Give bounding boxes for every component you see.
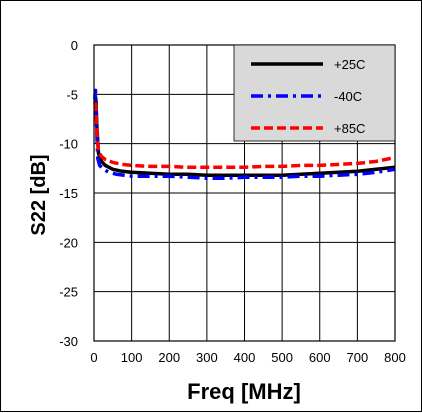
legend-box [233,44,396,142]
y-tick-label: -15 [59,186,78,201]
x-tick-labels: 0 100 200 300 400 500 600 700 800 [90,350,405,365]
series-line [93,88,396,180]
y-tick-label: 0 [71,38,78,53]
x-tick-label: 200 [158,350,180,365]
y-tick-labels: 0 -5 -10 -15 -20 -25 -30 [59,38,78,349]
x-tick-label: 800 [384,350,406,365]
series-line [93,101,396,170]
legend-label-85c: +85C [334,121,365,136]
x-tick-label: 700 [347,350,369,365]
legend-label-25c: +25C [334,57,365,72]
legend: +25C -40C +85C [233,44,396,142]
x-tick-label: 400 [234,350,256,365]
series-line [93,93,396,177]
x-tick-label: 600 [309,350,331,365]
y-tick-label: -20 [59,235,78,250]
series-lines [93,88,396,180]
x-tick-label: 0 [90,350,97,365]
y-tick-label: -5 [66,87,78,102]
y-tick-label: -10 [59,137,78,152]
y-tick-label: -30 [59,334,78,349]
x-tick-label: 300 [196,350,218,365]
y-axis-title: S22 [dB] [28,154,50,235]
x-tick-label: 100 [121,350,143,365]
y-tick-label: -25 [59,285,78,300]
x-tick-label: 500 [271,350,293,365]
x-axis-title: Freq [MHz] [187,379,301,404]
legend-label-minus40c: -40C [334,89,362,104]
